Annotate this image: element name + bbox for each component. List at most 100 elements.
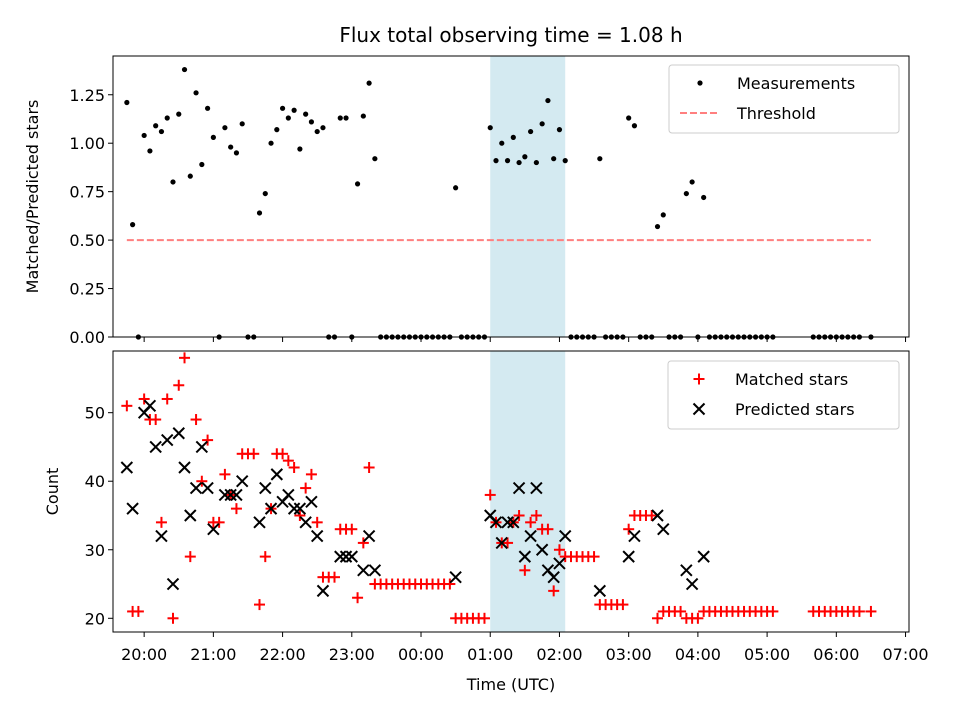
- matched-star-point: [230, 503, 242, 515]
- measurement-point: [193, 90, 199, 96]
- measurement-point: [522, 154, 528, 160]
- top-plot-frame: [112, 55, 910, 338]
- predicted-star-point: [489, 516, 503, 529]
- measurement-point: [262, 190, 268, 197]
- predicted-star-point: [143, 399, 157, 413]
- matched-star-point: [530, 509, 542, 521]
- measurement-point: [153, 123, 159, 129]
- bottom-y-ticks: 20 30 40 50: [85, 404, 113, 628]
- bottom-highlight-span: [490, 351, 566, 632]
- predicted-star-point: [259, 481, 272, 495]
- measurement-point: [551, 156, 557, 162]
- measurement-point: [297, 146, 303, 152]
- predicted-star-point: [697, 550, 710, 563]
- measurement-point: [164, 115, 170, 121]
- matched-star-point: [502, 537, 514, 549]
- measurement-point: [453, 185, 459, 191]
- y-tick-label: 20: [85, 609, 105, 628]
- measurement-point: [170, 179, 176, 185]
- measurement-point: [268, 140, 274, 146]
- matched-star-point: [525, 516, 537, 528]
- measurement-point: [354, 181, 361, 187]
- measurement-point: [493, 158, 499, 164]
- matched-star-point: [542, 523, 554, 535]
- measurement-point: [228, 144, 234, 150]
- matched-star-point: [305, 468, 317, 480]
- matched-star-point: [277, 448, 289, 460]
- matched-star-point: [294, 509, 306, 521]
- x-tick-label: 04:00: [675, 645, 721, 664]
- y-tick-label: 1.25: [69, 86, 105, 105]
- measurement-point: [337, 115, 343, 121]
- measurement-point: [528, 128, 534, 135]
- predicted-star-point: [149, 440, 162, 454]
- measurement-point: [314, 128, 320, 135]
- predicted-star-point: [339, 550, 353, 563]
- matched-star-point: [484, 489, 496, 501]
- x-axis-label: Time (UTC): [466, 675, 555, 694]
- measurement-point: [256, 210, 263, 216]
- predicted-star-point: [628, 529, 641, 543]
- y-tick-label: 0.25: [69, 280, 105, 299]
- matched-star-point: [865, 605, 877, 617]
- matched-star-point: [352, 592, 364, 604]
- predicted-star-point: [495, 536, 508, 550]
- predicted-star-point: [651, 509, 664, 522]
- measurement-point: [210, 134, 216, 140]
- predicted-star-point: [230, 488, 243, 502]
- predicted-star-point: [166, 577, 180, 591]
- matched-star-point: [646, 509, 658, 521]
- x-tick-label: 03:00: [606, 645, 652, 664]
- matched-star-point: [478, 612, 490, 624]
- measurement-point: [556, 127, 563, 133]
- legend-matched-marker: [693, 373, 705, 385]
- matched-star-point: [155, 516, 167, 528]
- matched-star-point: [363, 462, 375, 474]
- matched-star-point: [623, 523, 635, 535]
- measurement-point: [562, 158, 568, 164]
- measurement-point: [181, 66, 188, 73]
- predicted-star-point: [593, 584, 607, 598]
- measurement-point: [689, 179, 695, 185]
- matched-star-point: [444, 578, 456, 590]
- matched-star-point: [121, 400, 133, 412]
- measurement-point: [360, 113, 366, 119]
- legend-matched-label: Matched stars: [735, 370, 848, 389]
- matched-star-point: [617, 599, 629, 611]
- predicted-star-point: [270, 468, 284, 481]
- predicted-star-point: [207, 522, 220, 536]
- matched-star-point: [138, 393, 150, 405]
- predicted-star-point: [449, 570, 462, 584]
- measurement-point: [701, 194, 707, 201]
- predicted-star-point: [547, 570, 560, 584]
- predicted-star-point: [316, 584, 330, 598]
- top-y-axis-label: Matched/Predicted stars: [23, 100, 42, 294]
- matched-star-point: [519, 564, 531, 576]
- predicted-star-point: [253, 516, 266, 529]
- matched-star-points: [121, 352, 877, 624]
- matched-star-point: [652, 612, 664, 624]
- predicted-star-point: [126, 502, 139, 515]
- predicted-star-point: [195, 440, 209, 454]
- predicted-star-point: [201, 481, 214, 495]
- predicted-star-point: [178, 461, 191, 474]
- x-tick-label: 07:00: [882, 645, 928, 664]
- predicted-star-point: [189, 481, 203, 495]
- top-legend: Measurements Threshold: [668, 64, 900, 134]
- matched-star-point: [202, 434, 214, 446]
- measurement-point: [343, 115, 349, 121]
- measurement-point: [366, 80, 372, 86]
- x-tick-label: 06:00: [813, 645, 859, 664]
- measurement-point: [291, 107, 297, 113]
- measurement-point: [487, 125, 493, 131]
- top-x-ticks: [143, 337, 907, 342]
- measurement-point: [631, 123, 638, 129]
- measurement-point: [372, 156, 378, 162]
- x-tick-label: 20:00: [121, 645, 167, 664]
- measurement-point: [510, 134, 516, 140]
- matched-star-point: [161, 393, 173, 405]
- measurement-point: [597, 156, 603, 162]
- measurement-point: [187, 173, 193, 179]
- x-tick-label: 02:00: [536, 645, 582, 664]
